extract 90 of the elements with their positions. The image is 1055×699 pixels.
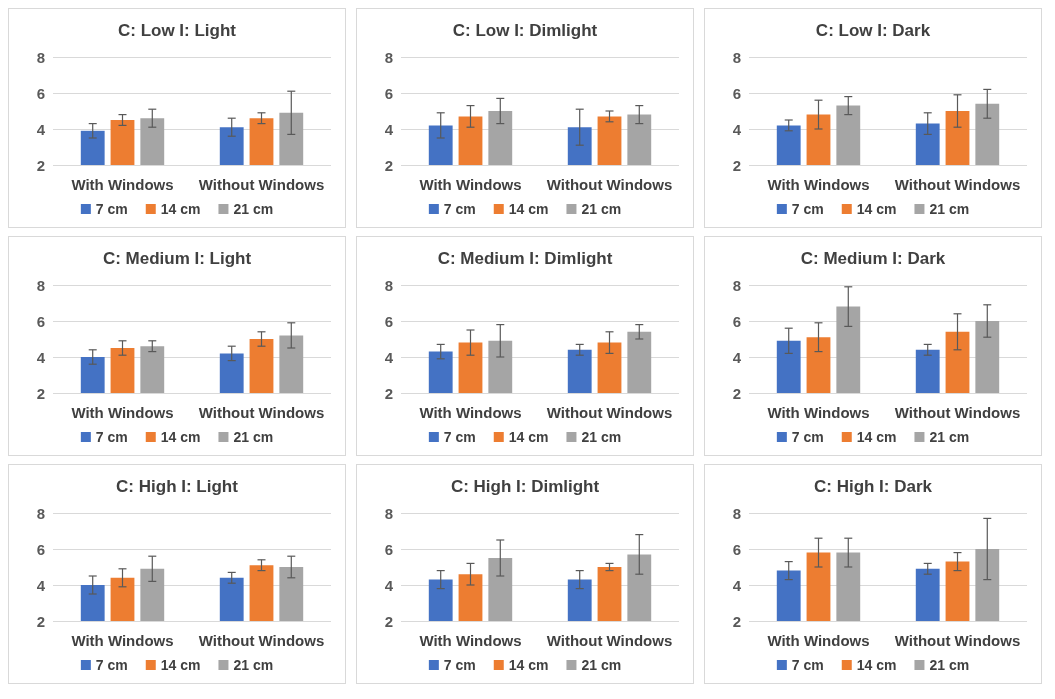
- chart-title: C: Medium I: Light: [102, 249, 252, 268]
- legend-label: 7 cm: [791, 201, 824, 217]
- x-tick-label: With Windows: [419, 176, 522, 193]
- x-tick-label: Without Windows: [894, 176, 1021, 193]
- legend-label: 7 cm: [95, 429, 128, 445]
- x-tick-label: Without Windows: [198, 632, 325, 649]
- y-tick-label: 4: [36, 348, 46, 366]
- y-tick-label: 2: [36, 384, 45, 402]
- legend-label: 14 cm: [160, 657, 201, 673]
- x-tick-label: Without Windows: [546, 632, 673, 649]
- y-tick-label: 8: [732, 276, 741, 294]
- y-tick-label: 6: [384, 84, 393, 102]
- y-tick-label: 6: [732, 540, 741, 558]
- legend-label: 14 cm: [508, 657, 549, 673]
- x-tick-label: Without Windows: [546, 176, 673, 193]
- legend-label: 21 cm: [233, 429, 274, 445]
- x-tick-label: Without Windows: [198, 176, 325, 193]
- legend-label: 14 cm: [856, 657, 897, 673]
- y-tick-label: 6: [732, 84, 741, 102]
- x-tick-label: With Windows: [419, 404, 522, 421]
- legend-label: 7 cm: [443, 201, 476, 217]
- chart-title: C: High I: Dark: [813, 477, 933, 496]
- x-tick-label: With Windows: [419, 632, 522, 649]
- y-tick-label: 6: [732, 312, 741, 330]
- legend-label: 14 cm: [160, 429, 201, 445]
- y-tick-label: 4: [36, 576, 46, 594]
- y-tick-label: 4: [36, 120, 46, 138]
- y-tick-label: 8: [732, 48, 741, 66]
- legend-label: 14 cm: [856, 429, 897, 445]
- legend-label: 7 cm: [791, 657, 824, 673]
- y-tick-label: 4: [384, 120, 394, 138]
- legend-label: 21 cm: [581, 657, 622, 673]
- y-tick-label: 8: [36, 48, 45, 66]
- y-tick-label: 2: [384, 156, 393, 174]
- legend-label: 21 cm: [929, 657, 970, 673]
- legend-label: 14 cm: [508, 429, 549, 445]
- legend-label: 14 cm: [160, 201, 201, 217]
- legend-label: 7 cm: [443, 429, 476, 445]
- y-tick-label: 8: [36, 276, 45, 294]
- y-tick-label: 8: [384, 276, 393, 294]
- x-tick-label: With Windows: [71, 632, 174, 649]
- y-tick-label: 6: [36, 84, 45, 102]
- chart-title: C: High I: Light: [116, 477, 239, 496]
- legend-label: 21 cm: [929, 429, 970, 445]
- x-tick-label: With Windows: [71, 404, 174, 421]
- chart-title: C: Low I: Dark: [815, 21, 931, 40]
- y-tick-label: 4: [732, 348, 742, 366]
- y-tick-label: 4: [384, 576, 394, 594]
- y-tick-label: 8: [36, 504, 45, 522]
- y-tick-label: 2: [732, 156, 741, 174]
- y-tick-label: 6: [36, 540, 45, 558]
- x-tick-label: Without Windows: [198, 404, 325, 421]
- x-tick-label: With Windows: [767, 632, 870, 649]
- legend-label: 21 cm: [929, 201, 970, 217]
- y-tick-label: 6: [384, 540, 393, 558]
- x-tick-label: With Windows: [767, 176, 870, 193]
- legend-label: 7 cm: [95, 657, 128, 673]
- y-tick-label: 2: [384, 384, 393, 402]
- y-tick-label: 2: [732, 384, 741, 402]
- y-tick-label: 4: [732, 120, 742, 138]
- x-tick-label: With Windows: [71, 176, 174, 193]
- chart-title: C: Medium I: Dimlight: [437, 249, 613, 268]
- x-tick-label: Without Windows: [546, 404, 673, 421]
- legend-label: 21 cm: [233, 657, 274, 673]
- y-tick-label: 2: [36, 612, 45, 630]
- chart-title: C: High I: Dimlight: [450, 477, 600, 496]
- legend-label: 7 cm: [791, 429, 824, 445]
- legend-label: 7 cm: [443, 657, 476, 673]
- x-tick-label: Without Windows: [894, 404, 1021, 421]
- chart-title: C: Medium I: Dark: [800, 249, 946, 268]
- y-tick-label: 2: [384, 612, 393, 630]
- y-tick-label: 8: [384, 504, 393, 522]
- y-tick-label: 8: [732, 504, 741, 522]
- chart-title: C: Low I: Dimlight: [452, 21, 598, 40]
- legend-label: 14 cm: [508, 201, 549, 217]
- legend-label: 7 cm: [95, 201, 128, 217]
- y-tick-label: 2: [36, 156, 45, 174]
- y-tick-label: 2: [732, 612, 741, 630]
- legend-label: 14 cm: [856, 201, 897, 217]
- x-tick-label: With Windows: [767, 404, 870, 421]
- legend-label: 21 cm: [233, 201, 274, 217]
- y-tick-label: 4: [384, 348, 394, 366]
- chart-title: C: Low I: Light: [117, 21, 237, 40]
- y-tick-label: 6: [384, 312, 393, 330]
- legend-label: 21 cm: [581, 201, 622, 217]
- legend-label: 21 cm: [581, 429, 622, 445]
- y-tick-label: 6: [36, 312, 45, 330]
- x-tick-label: Without Windows: [894, 632, 1021, 649]
- y-tick-label: 8: [384, 48, 393, 66]
- y-tick-label: 4: [732, 576, 742, 594]
